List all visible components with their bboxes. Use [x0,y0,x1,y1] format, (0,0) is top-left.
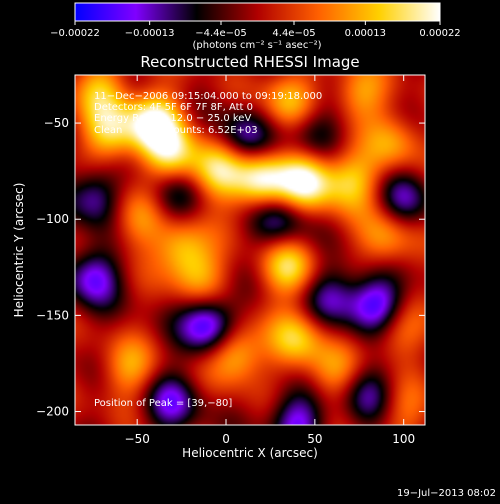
colorbar-gradient [75,3,440,21]
y-tick-label: −150 [36,308,69,322]
x-tick-label: −50 [125,432,150,446]
y-tick-label: −50 [44,116,69,130]
x-axis-label: Heliocentric X (arcsec) [182,446,318,460]
y-tick-label: −200 [36,405,69,419]
chart-title: Reconstructed RHESSI Image [140,53,359,71]
colorbar-tick-label: −4.4e−05 [195,28,247,39]
colorbar-tick-label: 4.4e−05 [272,28,315,39]
annotation-time-range: 11−Dec−2006 09:15:04.000 to 09:19:18.000 [94,91,322,102]
x-tick-label: 0 [222,432,230,446]
x-tick-label: 100 [392,432,415,446]
colorbar-ticks: −0.00022 −0.00013 −4.4e−05 4.4e−05 0.00013 0.… [50,21,461,39]
colorbar-tick-label: 0.00022 [419,28,460,39]
annotation-clean-counts: Clean Total counts: 6.52E+03 [94,125,258,136]
peak-position-label: Position of Peak = [39,−80] [94,398,232,409]
x-tick-label: 50 [307,432,322,446]
colorbar-tick-label: −0.00013 [125,28,175,39]
footer-timestamp: 19−Jul−2013 08:02 [397,488,496,499]
colorbar-tick-label: 0.00013 [345,28,386,39]
colorbar-tick-label: −0.00022 [50,28,100,39]
annotation-detectors: Detectors: 4F 5F 6F 7F 8F, Att 0 [94,102,253,113]
y-tick-label: −100 [36,212,69,226]
colorbar-unit-label: (photons cm⁻² s⁻¹ asec⁻²) [192,40,321,51]
annotation-energy-range: Energy Range: 12.0 − 25.0 keV [94,113,251,124]
y-axis-label: Heliocentric Y (arcsec) [12,183,26,318]
